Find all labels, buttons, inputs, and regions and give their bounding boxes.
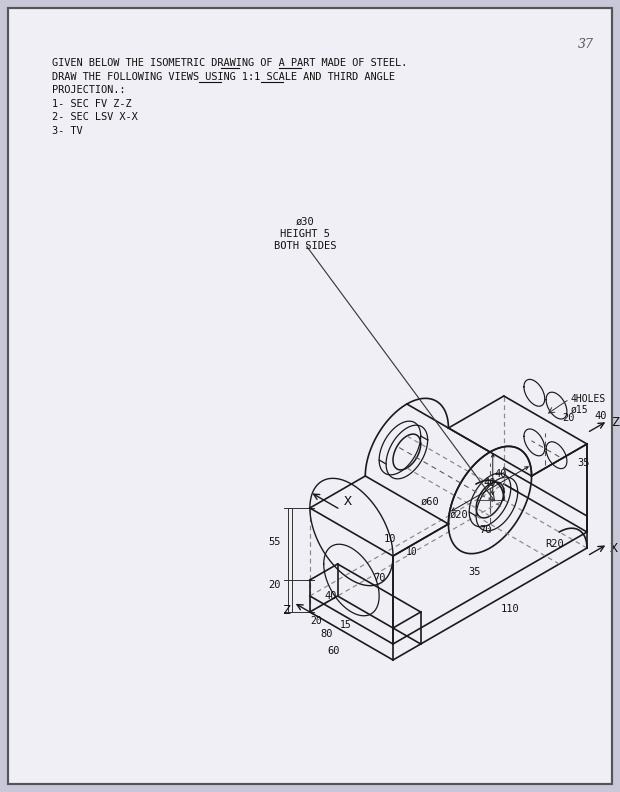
Text: 20: 20 <box>310 616 322 626</box>
Text: 40: 40 <box>324 592 337 601</box>
Text: ø60: ø60 <box>421 497 440 507</box>
Text: 110: 110 <box>500 604 520 615</box>
Text: 20: 20 <box>268 580 281 590</box>
Text: 40: 40 <box>595 411 607 421</box>
Text: R20: R20 <box>545 539 564 549</box>
Text: HEIGHT 5: HEIGHT 5 <box>280 229 330 239</box>
FancyBboxPatch shape <box>8 8 612 784</box>
Text: 10: 10 <box>406 546 418 557</box>
Text: 37: 37 <box>578 38 594 51</box>
Text: 2- SEC LSV X-X: 2- SEC LSV X-X <box>52 112 138 122</box>
Text: 3- TV: 3- TV <box>52 125 82 135</box>
Text: Z: Z <box>283 604 291 617</box>
Text: GIVEN BELOW THE ISOMETRIC DRAWING OF A PART MADE OF STEEL.: GIVEN BELOW THE ISOMETRIC DRAWING OF A P… <box>52 58 407 68</box>
Text: 40: 40 <box>484 478 496 488</box>
Text: 80: 80 <box>321 629 333 639</box>
Text: 70: 70 <box>373 573 386 583</box>
Text: ø20: ø20 <box>450 509 469 520</box>
Text: ø15: ø15 <box>570 405 588 415</box>
Text: X: X <box>344 495 352 508</box>
Text: Z: Z <box>612 417 620 429</box>
Text: ø30: ø30 <box>296 217 314 227</box>
Text: BOTH SIDES: BOTH SIDES <box>274 241 336 251</box>
Text: 40: 40 <box>495 470 507 479</box>
Text: 70: 70 <box>479 525 492 535</box>
Text: 10: 10 <box>384 534 396 544</box>
Text: 35: 35 <box>578 458 590 467</box>
Text: DRAW THE FOLLOWING VIEWS USING 1:1 SCALE AND THIRD ANGLE: DRAW THE FOLLOWING VIEWS USING 1:1 SCALE… <box>52 71 395 82</box>
Text: 20: 20 <box>562 413 575 423</box>
Text: 4HOLES: 4HOLES <box>570 394 606 404</box>
Text: 1- SEC FV Z-Z: 1- SEC FV Z-Z <box>52 98 131 109</box>
Text: 15: 15 <box>340 620 352 630</box>
Text: X: X <box>610 542 618 554</box>
Text: PROJECTION.:: PROJECTION.: <box>52 85 125 95</box>
Text: 55: 55 <box>268 537 281 547</box>
Text: 60: 60 <box>327 645 340 656</box>
Text: 35: 35 <box>468 567 481 577</box>
